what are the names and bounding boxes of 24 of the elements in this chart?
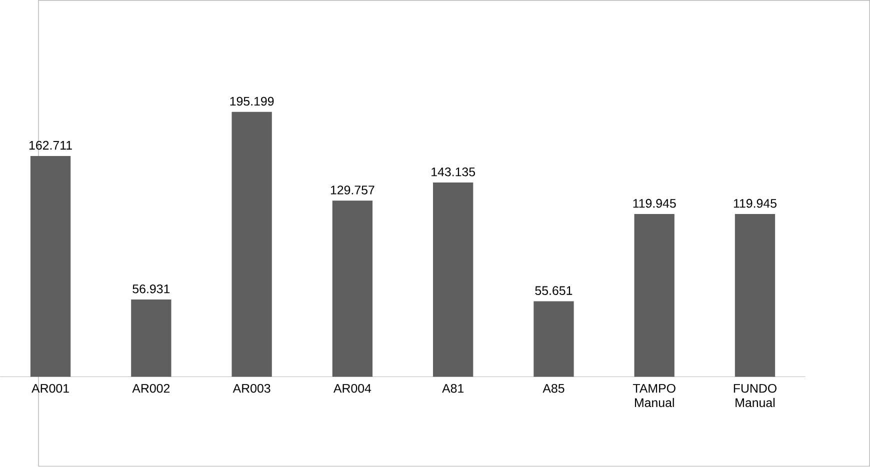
data-label: 129.757: [330, 186, 374, 195]
bar: [433, 182, 474, 377]
bar: [232, 112, 272, 377]
bar: [634, 214, 674, 377]
data-label: 195.199: [230, 97, 274, 106]
data-label: 143.135: [432, 168, 476, 176]
data-label: 119.945: [633, 199, 676, 208]
bar: [332, 200, 373, 377]
x-tick-label: AR003: [232, 384, 270, 393]
bar: [734, 214, 776, 377]
bar: [534, 301, 574, 377]
x-tick-label: FUNDO Manual: [734, 384, 776, 408]
x-tick-label: A85: [542, 384, 564, 393]
data-label: 56.931: [132, 284, 170, 294]
x-tick-label: AR004: [333, 384, 372, 393]
data-label: 162.711: [29, 141, 72, 150]
data-label: 55.651: [535, 286, 572, 296]
data-label: 119.945: [734, 199, 776, 208]
x-tick-label: AR001: [32, 384, 69, 393]
x-tick-label: AR002: [132, 384, 170, 393]
x-tick-label: A81: [442, 384, 464, 393]
bar: [30, 156, 71, 377]
bar: [131, 300, 172, 377]
x-tick-label: TAMPO Manual: [633, 384, 676, 408]
